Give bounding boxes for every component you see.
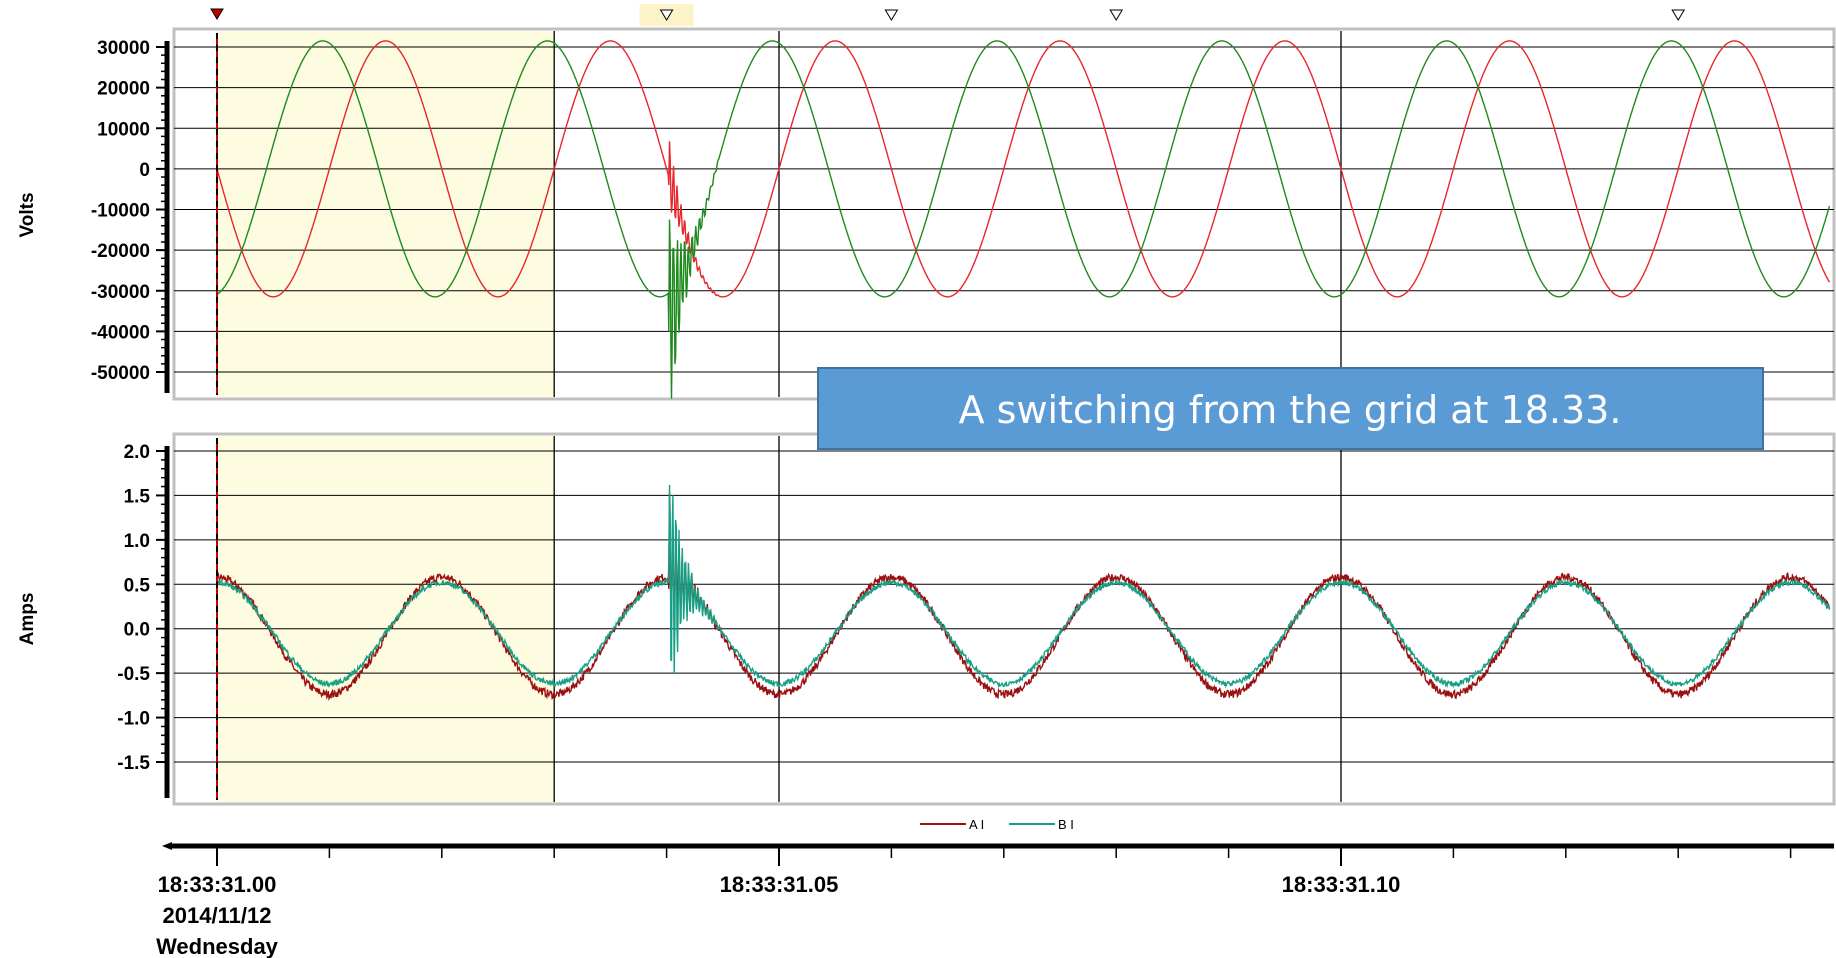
y-tick-label: 10000 bbox=[97, 119, 150, 140]
y-tick-label: 2.0 bbox=[124, 442, 150, 463]
cursor-marker-icon bbox=[210, 8, 224, 20]
event-marker-icon bbox=[884, 9, 899, 21]
time-label: 18:33:31.05 bbox=[720, 872, 839, 897]
legend: A I B I bbox=[920, 817, 1074, 832]
series-v_green-line bbox=[216, 40, 1831, 399]
event-marker-strip bbox=[210, 4, 1686, 26]
series-v_red-line bbox=[216, 40, 1831, 298]
y-tick-label: 20000 bbox=[97, 79, 150, 100]
y-tick-label: 1.0 bbox=[124, 531, 150, 552]
y-tick-label: -40000 bbox=[91, 322, 150, 343]
highlight-band bbox=[217, 31, 555, 397]
y-tick-label: -20000 bbox=[91, 241, 150, 262]
event-marker-icon bbox=[1671, 9, 1686, 21]
voltage-panel: 30000 20000 10000 0 -10000 -20000 -30000 -40000… bbox=[17, 27, 1836, 401]
event-marker-icon bbox=[1109, 9, 1124, 21]
annotation-text: A switching from the grid at 18.33. bbox=[959, 388, 1622, 432]
current-axis-title: Amps bbox=[17, 593, 38, 646]
highlight-band bbox=[217, 436, 555, 802]
y-tick-label: 0.5 bbox=[124, 575, 151, 596]
legend-label-b-i: B I bbox=[1058, 817, 1074, 832]
y-tick-label: -50000 bbox=[91, 363, 150, 384]
time-label: 18:33:31.10 bbox=[1282, 872, 1401, 897]
y-tick-label: -10000 bbox=[91, 201, 150, 222]
y-tick-label: 30000 bbox=[97, 38, 150, 59]
y-tick-label: -30000 bbox=[91, 282, 150, 303]
annotation-callout: A switching from the grid at 18.33. bbox=[817, 367, 1764, 450]
y-tick-label: 0.0 bbox=[124, 620, 150, 641]
time-axis-left-cap bbox=[162, 842, 172, 850]
y-tick-label: -1.5 bbox=[117, 753, 150, 774]
time-label: 18:33:31.00 bbox=[158, 872, 277, 897]
y-tick-label: -0.5 bbox=[117, 664, 150, 685]
legend-label-a-i: A I bbox=[969, 817, 984, 832]
y-tick-label: 1.5 bbox=[124, 486, 151, 507]
time-label: Wednesday bbox=[156, 934, 279, 958]
voltage-axis-title: Volts bbox=[17, 192, 38, 237]
y-tick-label: 0 bbox=[139, 160, 150, 181]
time-axis: 18:33:31.00 2014/11/12 Wednesday 18:33:31.0… bbox=[156, 842, 1834, 958]
current-panel: 2.0 1.5 1.0 0.5 0.0 -0.5 -1.0 -1.5 Amps bbox=[17, 432, 1836, 806]
y-tick-label: -1.0 bbox=[117, 709, 150, 730]
event-marker-icon bbox=[659, 9, 674, 21]
time-label: 2014/11/12 bbox=[163, 903, 272, 928]
series-b-i-line bbox=[216, 484, 1831, 689]
